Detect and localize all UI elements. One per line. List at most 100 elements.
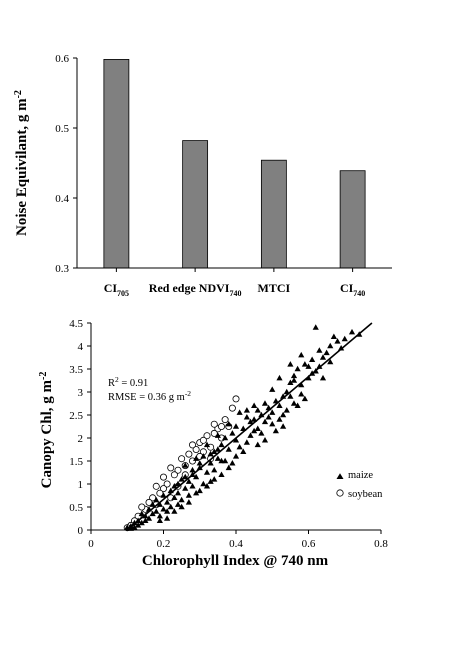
maize-point (171, 494, 178, 500)
maize-point (203, 469, 211, 475)
maize-point (323, 349, 330, 356)
soybean-point (203, 432, 211, 440)
legend-maize-label: maize (348, 470, 373, 481)
maize-point (207, 450, 214, 457)
maize-point (338, 345, 345, 351)
maize-point (298, 391, 305, 397)
maize-point (243, 414, 250, 420)
maize-point (236, 409, 243, 415)
scatter-x-ticks: 0 0.2 0.4 0.6 0.8 (88, 530, 388, 550)
maize-point (211, 476, 218, 482)
maize-point (225, 420, 232, 427)
bar-0 (103, 59, 130, 269)
maize-point (298, 381, 305, 388)
soybean-point (138, 503, 146, 511)
regression-line (126, 322, 373, 531)
maize-point (153, 496, 160, 503)
maize-point (298, 351, 305, 358)
maize-point (261, 437, 269, 443)
maize-point (193, 455, 200, 461)
maize-point (138, 510, 145, 517)
maize-point (160, 506, 167, 512)
scatter-y-tick-label: 3.5 (69, 364, 83, 376)
maize-point (156, 512, 163, 519)
maize-point (135, 522, 142, 528)
scatter-y-tick-label: 1.5 (69, 456, 83, 468)
maize-point (178, 496, 185, 503)
maize-point (203, 441, 211, 448)
maize-point (182, 462, 189, 468)
maize-point (174, 489, 182, 496)
soybean-point (232, 395, 240, 403)
maize-point (167, 503, 174, 510)
maize-point (214, 455, 221, 461)
maize-point (316, 363, 323, 369)
scatter-y-tick-label: 2.5 (69, 410, 83, 422)
maize-point (138, 519, 145, 526)
maize-point (131, 524, 138, 530)
maize-point (290, 400, 298, 406)
maize-point (182, 473, 189, 480)
maize-point (269, 386, 276, 392)
scatter-y-tick-label: 0.5 (69, 502, 83, 514)
maize-point (305, 363, 312, 369)
bar-y-axis-title: Noise Equivilant, g m-2 (13, 90, 30, 236)
maize-point (276, 374, 283, 381)
bar-3 (339, 170, 366, 269)
maize-point (243, 407, 250, 413)
maize-point (149, 501, 156, 507)
scatter-x-tick-label: 0 (88, 538, 94, 550)
canopy-chl-scatter-chart: 0 0.5 1 1.5 2 2.5 3 3.5 4 4.5 0 0.2 0.4 0.6 0.8 Canop… (38, 318, 388, 569)
soybean-point (178, 455, 186, 463)
maize-point (276, 402, 283, 408)
scatter-y-tick-label: 0 (78, 525, 84, 537)
maize-point (211, 466, 218, 473)
maize-point (131, 519, 138, 526)
maize-point (232, 453, 240, 459)
maize-point (287, 361, 294, 367)
maize-point (164, 499, 171, 505)
maize-point (229, 430, 236, 436)
maize-point (269, 409, 276, 415)
maize-point (178, 476, 185, 482)
maize-point (164, 508, 171, 514)
soybean-point (159, 485, 167, 493)
maize-point (196, 487, 203, 494)
scatter-y-tick-label: 2 (78, 433, 84, 445)
scatter-y-tick-label: 1 (78, 479, 84, 491)
bar-series (103, 59, 366, 269)
maize-point (185, 499, 192, 505)
maize-point (203, 483, 211, 489)
maize-point (280, 423, 287, 429)
maize-point (207, 460, 214, 466)
maize-point (290, 372, 298, 379)
maize-point (182, 485, 189, 491)
bar-2 (260, 159, 287, 269)
maize-point (200, 480, 207, 487)
maize-point (251, 427, 258, 434)
scatter-x-tick-label: 0.4 (229, 538, 243, 550)
scatter-x-tick-label: 0.8 (374, 538, 388, 550)
maize-point (142, 517, 149, 523)
bar-y-tick-label: 0.5 (55, 123, 69, 135)
scatter-y-ticks: 0 0.5 1 1.5 2 2.5 3 3.5 4 4.5 (69, 318, 91, 537)
scatter-points (123, 324, 363, 532)
maize-point (193, 473, 200, 480)
maize-point (218, 441, 225, 448)
maize-point (334, 338, 341, 344)
maize-point (261, 418, 269, 425)
maize-point (229, 460, 236, 466)
legend-soybean-marker (336, 489, 344, 497)
legend-maize-marker (336, 473, 344, 479)
maize-point (193, 489, 200, 496)
soybean-point (185, 450, 193, 458)
bar-y-tick-label: 0.6 (55, 53, 69, 65)
rmse-annotation: RMSE = 0.36 g m-2 (108, 389, 191, 403)
maize-point (156, 501, 163, 507)
maize-point (236, 443, 243, 450)
maize-point (319, 354, 327, 360)
scatter-x-tick-label: 0.6 (302, 538, 316, 550)
soybean-point (167, 464, 175, 472)
scatter-y-tick-label: 4 (78, 341, 84, 353)
